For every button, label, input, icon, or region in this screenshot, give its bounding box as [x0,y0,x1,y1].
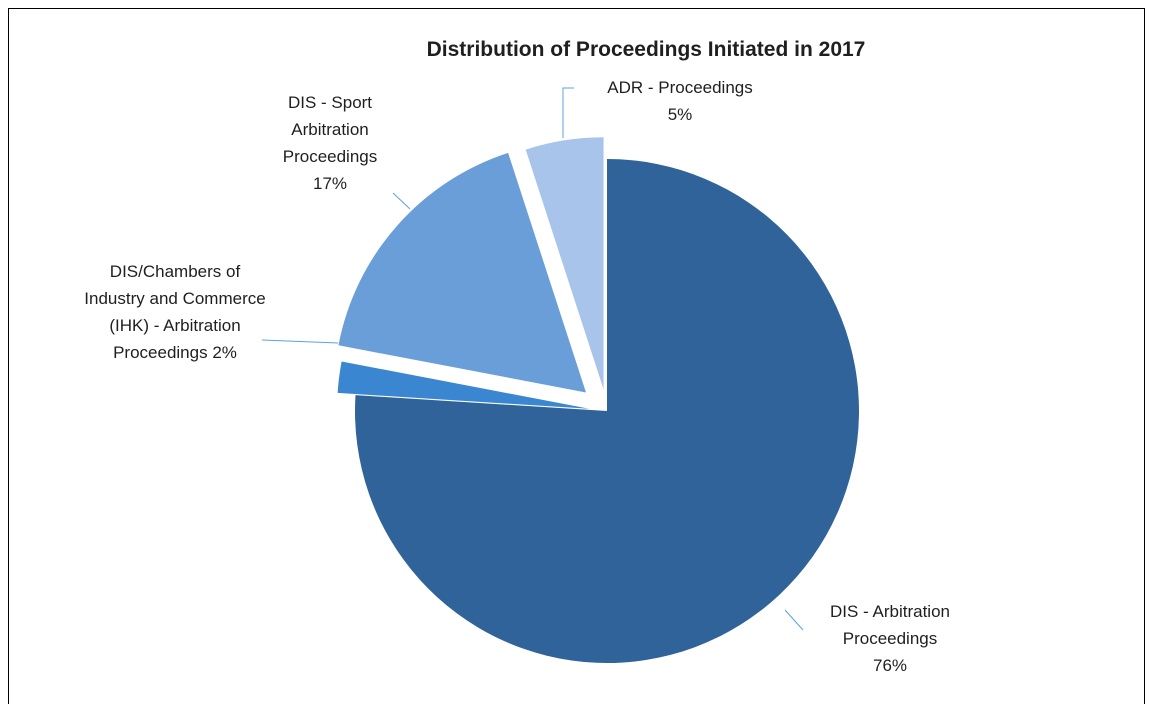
value-label: 2% [212,343,237,362]
value-label: 76% [872,656,908,675]
value-label: 5% [667,105,693,124]
leader-line [261,339,339,344]
leader-line [784,609,804,631]
data-label: DIS/Chambers of Industry and Commerce (I… [80,258,270,366]
pie-slice [525,137,604,390]
category-label: DIS - Sport Arbitration Proceedings [282,93,378,166]
category-label: DIS/Chambers of Industry and Commerce (I… [84,262,266,362]
category-label: DIS - Arbitration Proceedings [830,602,950,648]
data-label: DIS - Arbitration Proceedings 76% [790,598,990,679]
leader-line [392,192,411,210]
data-label: DIS - Sport Arbitration Proceedings 17% [270,89,390,197]
pie-slice [354,159,859,663]
pie-slice [338,152,586,393]
chart-title: Distribution of Proceedings Initiated in… [427,38,866,61]
category-label: ADR - Proceedings [607,78,753,97]
data-label: ADR - Proceedings 5% [560,74,800,128]
value-label: 17% [312,174,348,193]
chart-frame [8,8,1145,704]
slices [337,137,859,663]
leader-line [562,87,574,138]
pie-slice [337,361,590,409]
leader-lines [261,87,804,631]
